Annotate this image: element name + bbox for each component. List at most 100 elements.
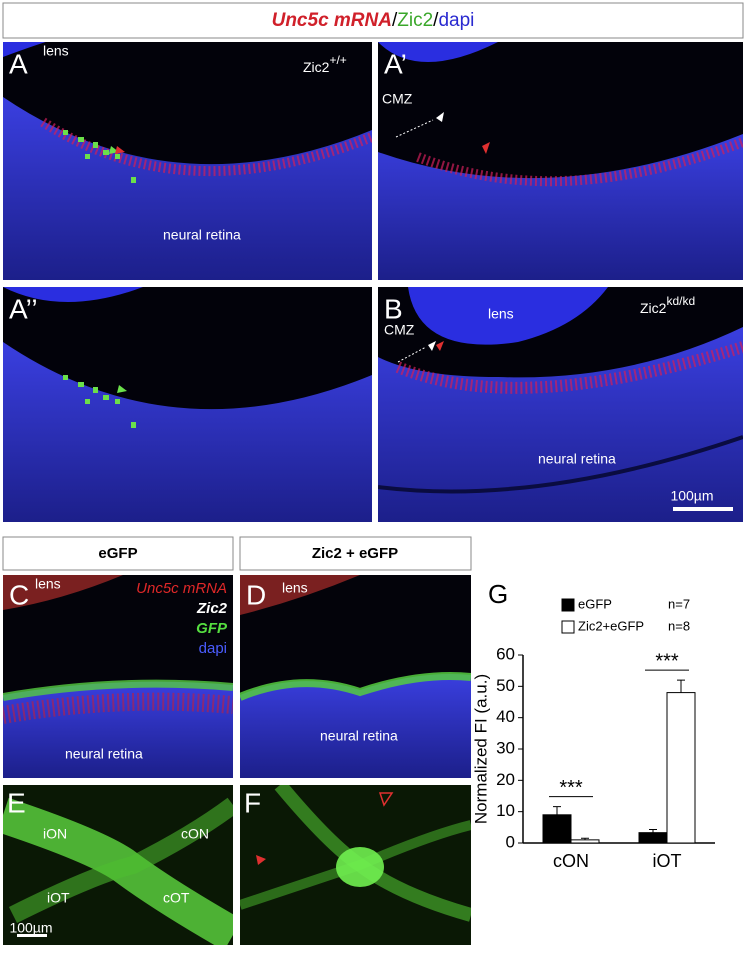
panel-a-double-prime-shape-shape bbox=[93, 387, 98, 393]
legend-swatch bbox=[561, 620, 575, 634]
label: iON bbox=[43, 826, 67, 842]
y-tick-label: 50 bbox=[496, 676, 515, 695]
panel-f-shape bbox=[256, 855, 266, 865]
label: cOT bbox=[163, 890, 190, 906]
bar bbox=[638, 832, 668, 844]
y-tick-label: 60 bbox=[496, 644, 515, 663]
panel-d: D lens neural retina bbox=[240, 575, 471, 778]
panel-c-shape bbox=[3, 679, 233, 701]
scale-bar bbox=[673, 507, 733, 511]
y-tick-label: 30 bbox=[496, 738, 515, 757]
panel-a-shape bbox=[40, 117, 372, 177]
panel-a-double-prime-shape bbox=[3, 342, 372, 522]
panel-a-double-prime-shape-shape bbox=[78, 382, 84, 387]
x-tick-label: iOT bbox=[653, 851, 682, 871]
legend-label: Zic2+eGFP bbox=[578, 618, 644, 633]
panel-a-shape bbox=[115, 146, 125, 154]
panel-letter: G bbox=[488, 579, 508, 609]
panel-a-shape bbox=[3, 97, 372, 280]
panel-letter: A’’ bbox=[9, 293, 38, 324]
significance: *** bbox=[655, 650, 679, 672]
genotype-name: Zic2 bbox=[303, 59, 330, 75]
panel-b: B lens Zic2kd/kd CMZ neural retina 100µm bbox=[378, 287, 743, 522]
column-header-box bbox=[239, 536, 472, 571]
label: lens bbox=[35, 576, 61, 592]
panel-a-double-prime-shape-shape bbox=[131, 422, 136, 428]
genotype-name: Zic2 bbox=[640, 300, 667, 316]
header-box bbox=[2, 2, 744, 39]
header-part: Zic2 bbox=[397, 10, 433, 31]
panel-c-shape bbox=[3, 575, 123, 610]
bar bbox=[666, 692, 696, 844]
legend-count: n=7 bbox=[668, 596, 690, 611]
stain-legend: dapi bbox=[199, 640, 227, 657]
panel-a-double-prime-shape-shape bbox=[103, 395, 109, 400]
header-part: dapi bbox=[438, 10, 474, 31]
panel-f-shape bbox=[378, 792, 394, 807]
genotype-sup: +/+ bbox=[329, 53, 346, 67]
panel-d-shape bbox=[240, 575, 360, 615]
panel-c-shape bbox=[3, 681, 233, 778]
panel-c: C lens Unc5c mRNA Zic2 GFP dapi neural r… bbox=[3, 575, 233, 778]
panel-letter: D bbox=[246, 579, 266, 610]
panel-d-shape bbox=[240, 674, 471, 778]
panel-a-shape bbox=[63, 130, 136, 183]
panel-e: E iON cON iOT cOT 100µm bbox=[3, 785, 233, 945]
panel-letter: B bbox=[384, 293, 403, 324]
panel-a-prime-shape bbox=[378, 134, 743, 280]
panel-a-double-prime-shape-shape bbox=[63, 375, 68, 380]
label: neural retina bbox=[163, 227, 241, 243]
panel-b-shape bbox=[378, 435, 743, 494]
y-tick-label: 40 bbox=[496, 707, 515, 726]
panel-a-shape-shape bbox=[78, 137, 84, 142]
panel-a-shape-shape bbox=[103, 150, 109, 155]
panel-b-shape bbox=[436, 341, 444, 351]
header-part: / bbox=[392, 10, 398, 31]
stain-legend: Zic2 bbox=[196, 600, 228, 617]
panel-a-double-prime-shape-shape bbox=[115, 399, 120, 404]
header-title: Unc5c mRNA/Zic2/dapi bbox=[272, 10, 475, 31]
panel-d-shape bbox=[240, 672, 471, 701]
error-bar bbox=[581, 837, 589, 840]
y-axis-label: Normalized FI (a.u.) bbox=[471, 674, 490, 824]
chart: G Normalized FI (a.u.) 0 10 20 30 40 50 60 eGFP n=… bbox=[471, 579, 715, 871]
error-bar bbox=[553, 806, 561, 815]
bar bbox=[570, 839, 600, 844]
panel-a-shape-shape bbox=[131, 177, 136, 183]
bar bbox=[542, 814, 572, 844]
panel-a-prime-shape bbox=[378, 42, 498, 62]
panel-letter: C bbox=[9, 579, 29, 610]
genotype-sup: kd/kd bbox=[666, 294, 695, 308]
legend-count: n=8 bbox=[668, 618, 690, 633]
header-part: / bbox=[433, 10, 439, 31]
panel-a: A lens Zic2+/+ neural retina bbox=[3, 42, 372, 280]
y-tick-label: 20 bbox=[496, 770, 515, 789]
panel-a-prime-shape bbox=[436, 112, 444, 122]
panel-a-shape-shape bbox=[63, 130, 68, 135]
panel-a-prime: A’ CMZ bbox=[378, 42, 743, 280]
panel-b-shape bbox=[395, 341, 743, 394]
label: neural retina bbox=[320, 728, 398, 744]
panel-b-shape bbox=[397, 346, 427, 363]
panel-a-double-prime: A’’ bbox=[3, 287, 372, 522]
label: lens bbox=[43, 43, 69, 59]
panel-a-double-prime-shape bbox=[117, 385, 127, 393]
column-header: eGFP bbox=[98, 545, 137, 562]
panel-a-double-prime-shape bbox=[63, 375, 136, 428]
column-header: Zic2 + eGFP bbox=[312, 545, 398, 562]
genotype: Zic2+/+ bbox=[303, 53, 347, 75]
error-bar bbox=[649, 829, 657, 833]
error-bar bbox=[677, 679, 685, 693]
panel-a-prime-shape bbox=[482, 142, 490, 154]
panel-a-double-prime-shape-shape bbox=[85, 399, 90, 404]
panel-f: F bbox=[240, 785, 471, 945]
panel-a-shape-shape bbox=[115, 154, 120, 159]
panel-f-shape bbox=[336, 847, 384, 887]
panel-a-double-prime-shape bbox=[3, 287, 143, 302]
panel-a-prime-shape bbox=[395, 119, 434, 138]
significance: *** bbox=[559, 777, 583, 799]
panel-b-shape bbox=[408, 287, 608, 345]
scale-bar bbox=[17, 934, 47, 937]
label: neural retina bbox=[538, 451, 616, 467]
